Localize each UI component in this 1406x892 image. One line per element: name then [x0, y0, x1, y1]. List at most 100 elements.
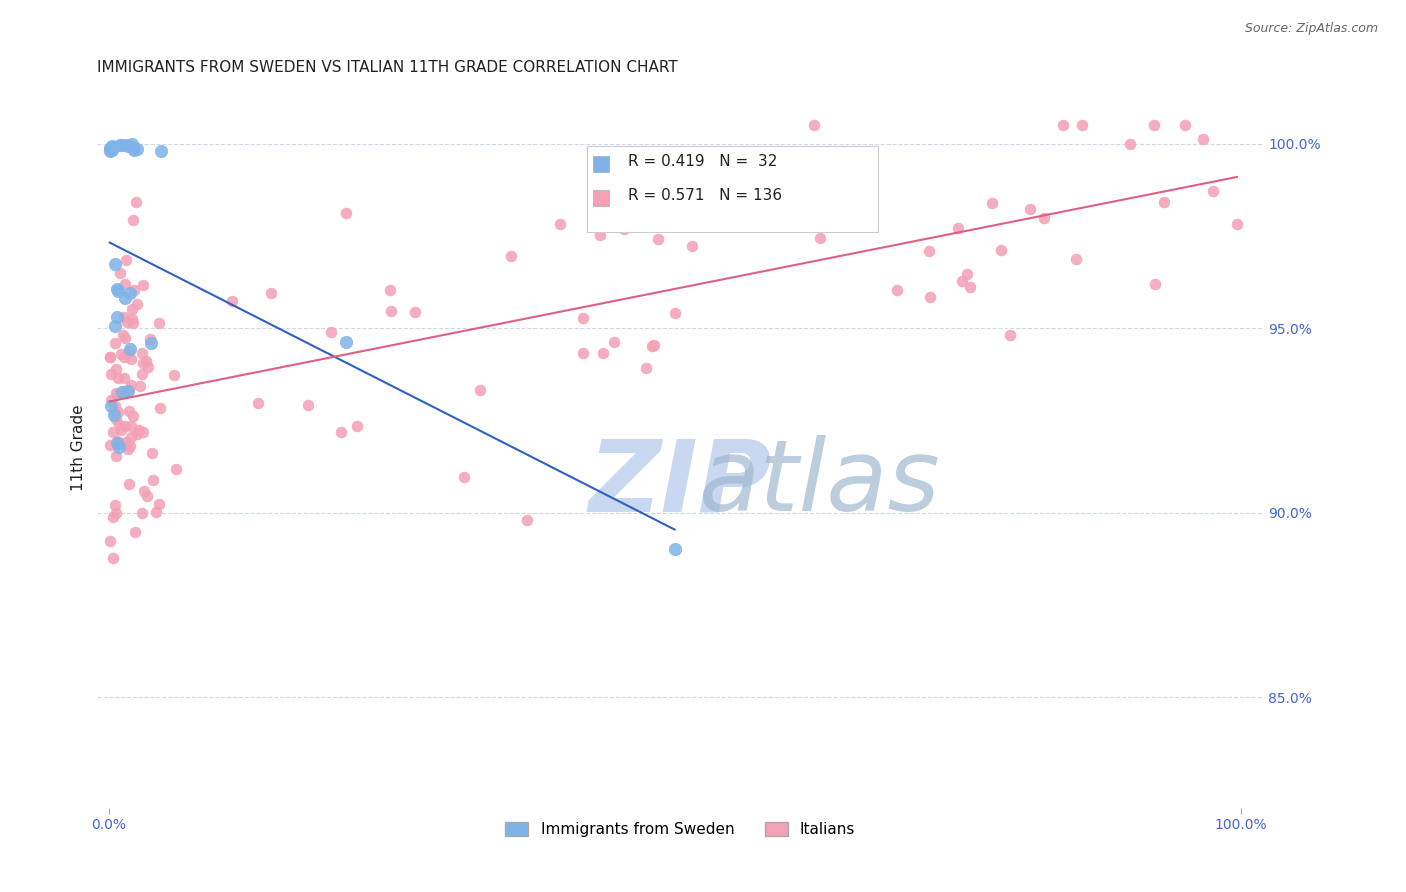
Point — [120, 352, 142, 367]
Point — [572, 310, 595, 325]
Point — [112, 310, 135, 324]
Point — [111, 328, 134, 343]
Point — [1191, 131, 1213, 145]
Point — [107, 405, 129, 419]
Point — [664, 542, 686, 557]
Point — [404, 305, 426, 319]
Point — [803, 118, 825, 132]
Point — [114, 277, 136, 292]
Point — [142, 473, 165, 487]
Point — [120, 430, 142, 444]
Point — [131, 368, 153, 382]
Point — [112, 371, 135, 385]
Point — [101, 509, 124, 524]
Point — [105, 434, 128, 449]
Point — [98, 350, 121, 364]
Point — [664, 306, 686, 320]
Text: Source: ZipAtlas.com: Source: ZipAtlas.com — [1244, 22, 1378, 36]
Text: ZIP: ZIP — [589, 435, 772, 533]
Point — [886, 283, 908, 297]
Point — [139, 335, 162, 350]
Point — [297, 398, 319, 412]
Point — [105, 412, 128, 426]
Point — [103, 408, 125, 422]
Point — [572, 346, 595, 360]
Point — [149, 401, 172, 415]
Point — [107, 371, 129, 385]
Point — [141, 445, 163, 459]
Point — [131, 346, 153, 360]
Point — [122, 213, 145, 227]
Point — [104, 361, 127, 376]
Point — [112, 384, 135, 399]
Legend: Immigrants from Sweden, Italians: Immigrants from Sweden, Italians — [499, 816, 862, 843]
Text: IMMIGRANTS FROM SWEDEN VS ITALIAN 11TH GRADE CORRELATION CHART: IMMIGRANTS FROM SWEDEN VS ITALIAN 11TH G… — [97, 60, 678, 75]
Point — [103, 257, 125, 271]
Point — [920, 290, 942, 304]
Point — [98, 350, 121, 364]
Point — [1174, 118, 1197, 132]
Point — [115, 314, 138, 328]
Point — [998, 328, 1021, 343]
Point — [104, 335, 127, 350]
Point — [335, 206, 357, 220]
Point — [589, 227, 612, 242]
Point — [470, 384, 492, 398]
Point — [104, 399, 127, 413]
Point — [681, 238, 703, 252]
Point — [1142, 118, 1164, 132]
Point — [165, 461, 187, 475]
Point — [122, 316, 145, 330]
Point — [221, 293, 243, 308]
Point — [335, 335, 357, 350]
Point — [101, 140, 124, 154]
Point — [117, 138, 139, 153]
Point — [111, 436, 134, 450]
Point — [1201, 184, 1223, 198]
Point — [139, 332, 162, 346]
Point — [148, 497, 170, 511]
Point — [103, 405, 125, 419]
Point — [1052, 118, 1074, 132]
Point — [125, 195, 148, 210]
Point — [114, 138, 136, 153]
Point — [118, 343, 141, 358]
Point — [659, 187, 682, 202]
Text: atlas: atlas — [699, 435, 941, 533]
Point — [100, 392, 122, 407]
Point — [104, 385, 127, 400]
Point — [1118, 136, 1140, 151]
Point — [124, 283, 146, 297]
Point — [121, 301, 143, 316]
Point — [641, 339, 664, 353]
Point — [117, 442, 139, 456]
Point — [132, 483, 155, 498]
Point — [647, 231, 669, 245]
Point — [98, 144, 121, 158]
Point — [101, 425, 124, 440]
Point — [1066, 252, 1088, 267]
Point — [346, 419, 368, 434]
Point — [918, 244, 941, 258]
Point — [105, 310, 128, 325]
Point — [148, 316, 170, 330]
Point — [105, 436, 128, 450]
Point — [149, 144, 172, 158]
Point — [1071, 118, 1094, 132]
Point — [980, 195, 1002, 210]
Point — [117, 434, 139, 449]
Point — [120, 378, 142, 392]
Point — [1226, 218, 1249, 232]
Point — [808, 231, 831, 245]
Point — [98, 438, 121, 452]
Point — [131, 506, 153, 520]
Point — [586, 524, 609, 538]
Point — [115, 384, 138, 399]
Point — [122, 409, 145, 424]
Point — [101, 550, 124, 565]
Point — [516, 513, 538, 527]
Point — [101, 139, 124, 153]
Point — [132, 277, 155, 292]
Point — [104, 498, 127, 512]
Point — [129, 378, 152, 392]
